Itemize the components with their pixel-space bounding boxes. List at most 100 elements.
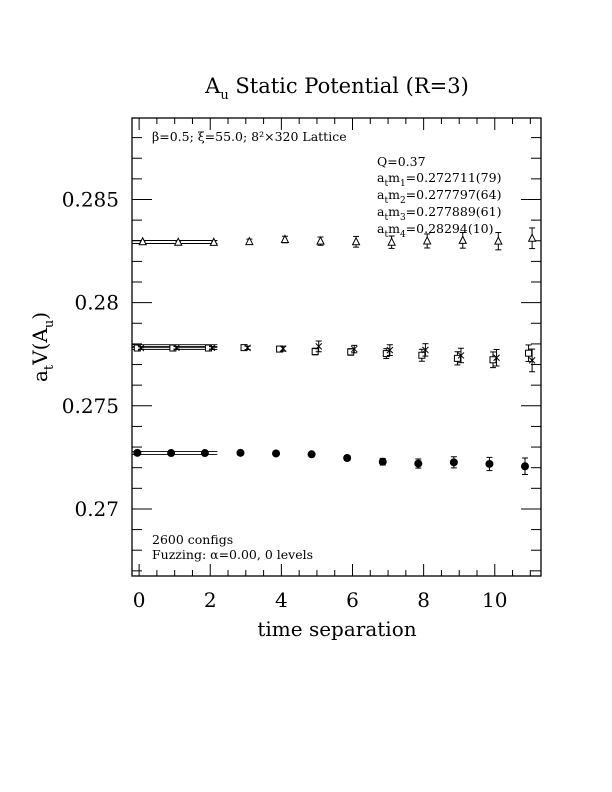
- marker-cross: [350, 345, 358, 353]
- marker-cross: [208, 344, 216, 352]
- marker-circle: [414, 459, 423, 468]
- data-point: [449, 456, 458, 469]
- data-point: [200, 449, 209, 458]
- marker-triangle: [173, 237, 183, 246]
- data-point: [378, 457, 387, 466]
- data-point: [316, 236, 325, 246]
- data-point: [208, 344, 216, 352]
- x-tick-label: 10: [482, 588, 507, 612]
- marker-cross: [137, 344, 145, 352]
- data-point: [493, 348, 500, 367]
- data-point: [453, 351, 461, 366]
- data-point: [244, 344, 251, 352]
- marker-cross: [422, 346, 429, 354]
- marker-circle: [449, 458, 458, 467]
- fuzzing-note: Fuzzing: α=0.00, 0 levels: [152, 547, 313, 562]
- x-tick-label: 0: [133, 588, 146, 612]
- data-points: [133, 227, 537, 475]
- data-point: [458, 232, 468, 249]
- x-axis-label: time separation: [257, 617, 416, 641]
- marker-triangle: [316, 236, 325, 245]
- data-point: [307, 450, 316, 459]
- marker-circle: [307, 450, 316, 459]
- data-point: [489, 351, 497, 369]
- chart-title: Au Static Potential (R=3): [204, 74, 469, 103]
- marker-cross: [244, 344, 251, 352]
- data-point: [422, 343, 429, 357]
- marker-circle: [200, 449, 209, 458]
- marker-square: [347, 348, 355, 356]
- data-point: [418, 348, 426, 362]
- marker-circle: [378, 457, 387, 466]
- data-point: [382, 348, 390, 360]
- marker-square: [418, 351, 426, 359]
- q-value: Q=0.37: [377, 154, 426, 169]
- y-tick-label: 0.275: [62, 394, 119, 418]
- data-point: [280, 234, 290, 244]
- marker-triangle: [351, 236, 361, 246]
- marker-cross: [173, 344, 180, 352]
- data-point: [494, 232, 503, 251]
- marker-triangle: [527, 233, 537, 242]
- data-point: [350, 344, 358, 354]
- x-tick-label: 2: [204, 588, 217, 612]
- data-point: [527, 227, 537, 250]
- marker-circle: [167, 449, 176, 458]
- data-point: [386, 344, 394, 356]
- marker-circle: [485, 459, 494, 468]
- lattice-annotation: β=0.5; ξ=55.0; 8²×320 Lattice: [152, 129, 347, 144]
- marker-square: [453, 354, 461, 362]
- marker-triangle: [245, 236, 254, 246]
- data-point: [528, 348, 536, 373]
- data-point: [343, 453, 352, 462]
- marker-square: [489, 356, 497, 364]
- data-point: [137, 344, 145, 352]
- marker-triangle: [280, 234, 290, 244]
- marker-triangle: [422, 235, 432, 245]
- data-point: [173, 237, 183, 246]
- data-point: [133, 448, 142, 457]
- marker-circle: [236, 448, 245, 457]
- marker-cross: [493, 354, 500, 362]
- data-point: [315, 340, 323, 353]
- marker-cross: [315, 343, 323, 350]
- y-tick-label: 0.27: [74, 497, 119, 521]
- fit-mass-line: atm3=0.277889(61): [377, 204, 501, 223]
- x-tick-label: 8: [417, 588, 430, 612]
- marker-triangle: [458, 235, 468, 244]
- marker-cross: [457, 352, 465, 359]
- data-point: [457, 347, 465, 364]
- data-point: [387, 235, 396, 249]
- data-point: [414, 458, 423, 469]
- data-point: [138, 236, 147, 246]
- marker-cross: [279, 345, 287, 353]
- marker-triangle: [138, 236, 147, 246]
- marker-square: [382, 350, 390, 358]
- marker-triangle: [209, 237, 219, 246]
- y-tick-label: 0.28: [74, 291, 119, 315]
- y-tick-labels: 0.27 0.275 0.28 0.285: [62, 187, 119, 520]
- fit-mass-line: atm1=0.272711(79): [377, 170, 501, 189]
- data-point: [245, 236, 254, 246]
- y-tick-label: 0.285: [62, 187, 119, 211]
- data-point: [272, 449, 281, 458]
- fit-masses: atm1=0.272711(79)atm2=0.277797(64)atm3=0…: [377, 170, 501, 240]
- fit-mass-line: atm2=0.277797(64): [377, 187, 501, 206]
- configs-note: 2600 configs: [152, 532, 233, 547]
- marker-triangle: [494, 236, 503, 245]
- data-point: [347, 348, 355, 356]
- x-tick-label: 4: [275, 588, 288, 612]
- marker-circle: [133, 448, 142, 457]
- marker-circle: [272, 449, 281, 458]
- data-point: [236, 448, 245, 457]
- data-point: [167, 449, 176, 458]
- y-axis-label: atV(Au): [28, 312, 57, 382]
- x-tick-labels: 0 2 4 6 8 10: [133, 588, 508, 612]
- marker-circle: [520, 462, 529, 471]
- fit-mass-line: atm4=0.28294(10): [377, 221, 494, 240]
- data-point: [520, 457, 529, 475]
- marker-circle: [343, 453, 352, 462]
- data-point: [173, 344, 180, 352]
- marker-cross: [528, 357, 536, 364]
